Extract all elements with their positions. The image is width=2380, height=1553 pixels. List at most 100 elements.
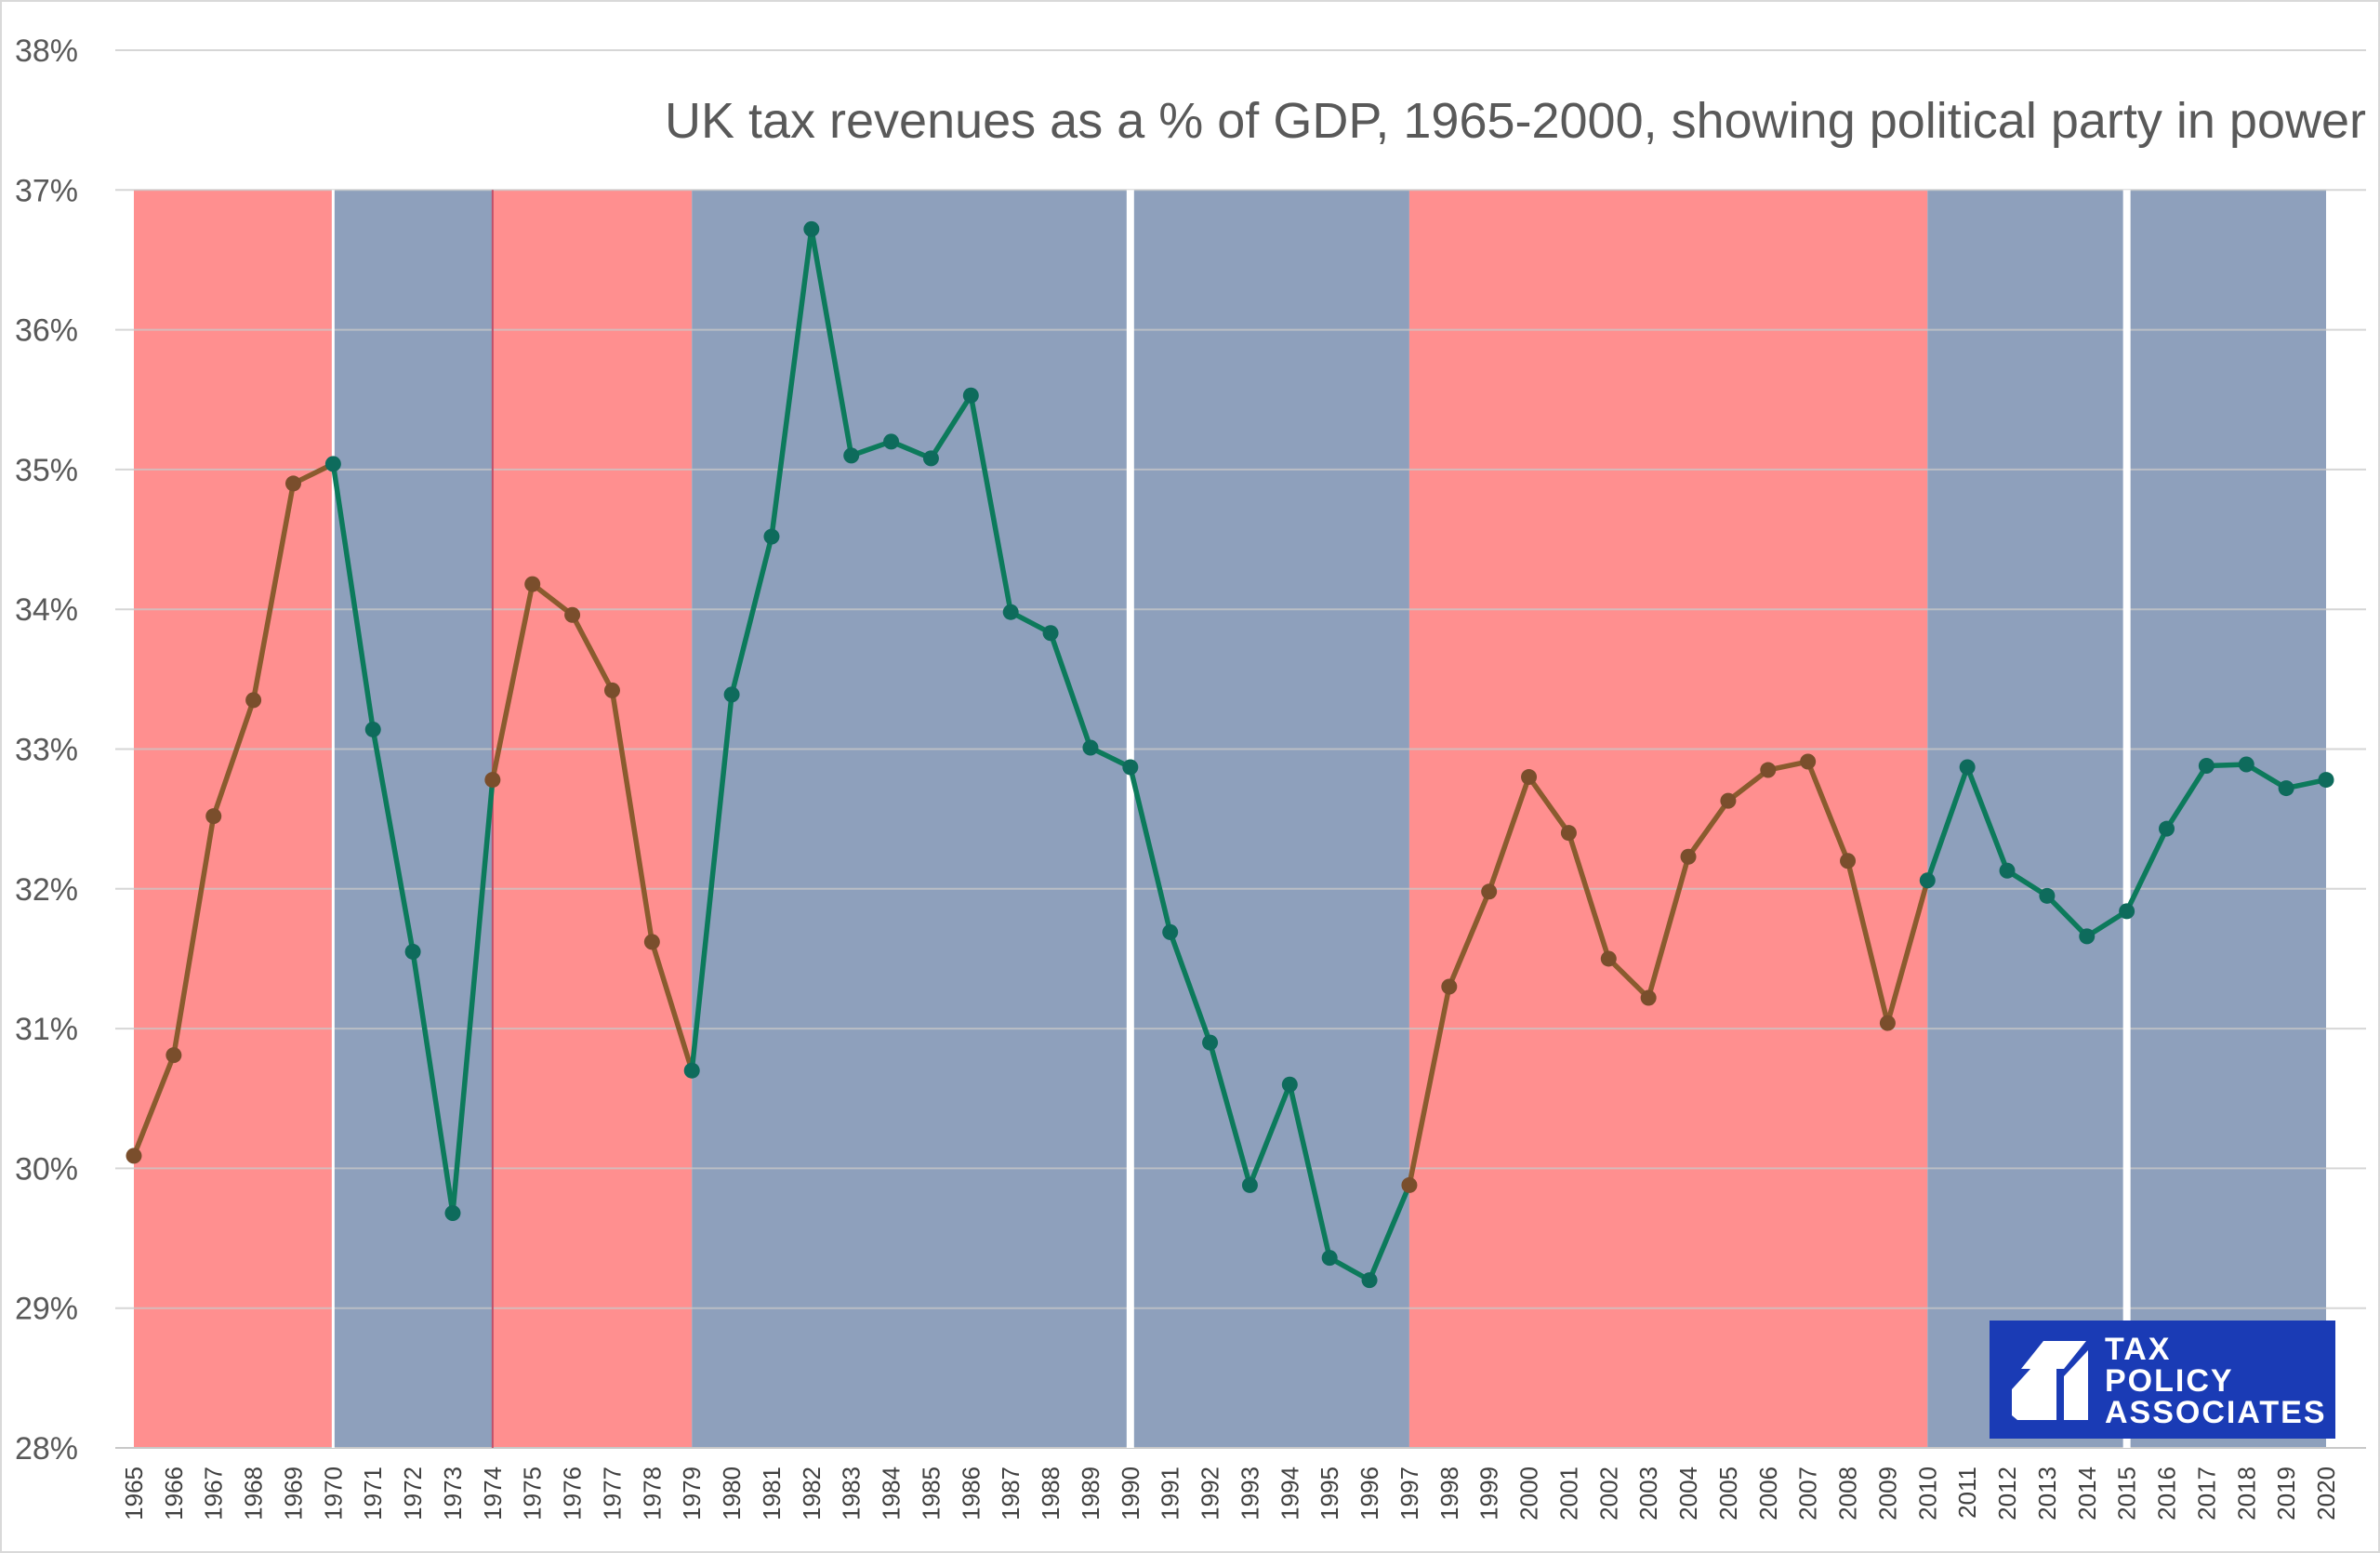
x-tick-label: 1996 (1355, 1467, 1383, 1520)
x-tick-label: 1970 (319, 1467, 347, 1520)
data-point (803, 220, 820, 237)
series-segment (769, 226, 814, 539)
series-segment (1964, 764, 2010, 874)
series-segment (410, 949, 456, 1216)
x-tick-label: 1991 (1157, 1467, 1184, 1520)
data-point (1560, 825, 1577, 842)
data-point (404, 943, 421, 960)
data-point (1600, 950, 1617, 967)
x-tick-label: 2009 (1873, 1467, 1901, 1520)
data-point (324, 456, 341, 472)
series-segment (569, 612, 615, 694)
logo-line-policy: POLICY (2105, 1363, 2234, 1399)
x-tick-label: 1999 (1475, 1467, 1503, 1520)
x-tick-label: 2003 (1634, 1467, 1662, 1520)
y-tick-label: 29% (15, 1292, 78, 1327)
series-segment (1686, 798, 1731, 859)
y-tick-label: 33% (15, 733, 78, 768)
x-tick-label: 1984 (878, 1467, 906, 1520)
x-tick-label: 1974 (479, 1467, 507, 1520)
data-point (444, 1204, 461, 1221)
series-segment (1048, 630, 1093, 750)
series-segment (370, 726, 416, 955)
x-tick-label: 1980 (718, 1467, 746, 1520)
data-point (2238, 756, 2254, 773)
series-segment (1805, 759, 1851, 864)
data-point (962, 387, 979, 404)
logo-line-associates: ASSOCIATES (2105, 1395, 2327, 1430)
party-band-labour (1408, 190, 1928, 1448)
series-segment (2163, 763, 2210, 831)
y-tick-label: 38% (15, 33, 78, 69)
data-point (1959, 759, 1976, 776)
data-point (1321, 1250, 1338, 1267)
series-segment (1247, 1082, 1293, 1188)
data-point (1840, 853, 1857, 869)
x-tick-label: 1976 (559, 1467, 587, 1520)
x-tick-label: 2008 (1834, 1467, 1862, 1520)
series-segment (2044, 893, 2090, 939)
x-tick-label: 1977 (598, 1467, 626, 1520)
x-tick-label: 2010 (1913, 1467, 1941, 1520)
series-segment (1367, 1182, 1412, 1283)
data-point (1720, 792, 1737, 809)
x-tick-label: 2011 (1953, 1467, 1981, 1519)
data-point (643, 934, 660, 950)
series-points (126, 220, 2334, 1289)
x-tick-label: 1990 (1117, 1467, 1144, 1520)
data-point (126, 1148, 142, 1164)
data-point (1002, 604, 1019, 620)
x-tick-label: 1992 (1197, 1467, 1224, 1520)
data-point (2318, 772, 2334, 789)
x-tick-label: 1967 (200, 1467, 228, 1520)
series-segment (210, 697, 257, 819)
x-tick-label: 1966 (160, 1467, 188, 1520)
data-point (2039, 887, 2056, 904)
data-point (484, 772, 501, 789)
series-segment (529, 581, 575, 617)
y-axis-ticks: 28% 29% 30% 31% 32% 33% 34% 35% 36% 37% 38% (15, 33, 78, 1467)
data-point (364, 721, 381, 737)
x-tick-label: 1995 (1316, 1467, 1343, 1520)
data-point (1401, 1176, 1418, 1193)
series-segment (1884, 878, 1931, 1026)
x-tick-label: 1998 (1435, 1467, 1463, 1520)
data-point (1361, 1272, 1378, 1289)
data-point (1481, 883, 1498, 900)
x-tick-label: 2020 (2312, 1467, 2340, 1520)
x-tick-label: 2006 (1754, 1467, 1782, 1520)
x-tick-label: 2017 (2192, 1467, 2220, 1520)
data-point (1521, 769, 1538, 786)
x-tick-label: 1979 (678, 1467, 706, 1520)
logo-mark-icon (2012, 1341, 2088, 1420)
data-point (2159, 820, 2175, 837)
data-point (922, 450, 939, 467)
series-segment (1287, 1082, 1332, 1261)
data-point (1122, 759, 1139, 776)
series-segment (250, 481, 297, 703)
data-point (1879, 1015, 1896, 1031)
data-point (2119, 903, 2135, 920)
data-point (683, 1062, 700, 1079)
logo-line-tax: TAX (2105, 1332, 2171, 1367)
data-point (1680, 848, 1697, 865)
chart-title: UK tax revenues as a % of GDP, 1965-2000… (665, 93, 2366, 149)
data-point (1241, 1176, 1258, 1193)
tax-policy-associates-logo: TAX POLICY ASSOCIATES (1990, 1321, 2335, 1439)
data-point (1202, 1034, 1219, 1051)
x-tick-label: 2018 (2232, 1467, 2260, 1520)
x-tick-label: 2015 (2113, 1467, 2141, 1520)
series-segment (1726, 767, 1771, 803)
series-segment (809, 226, 854, 458)
series-segment (968, 392, 1013, 615)
x-tick-label: 1983 (838, 1467, 866, 1520)
series-segment (1167, 929, 1213, 1045)
y-tick-label: 32% (15, 872, 78, 908)
x-tick-label: 1985 (917, 1467, 945, 1520)
x-tick-label: 1988 (1037, 1467, 1064, 1520)
data-point (564, 606, 581, 623)
series-segment (928, 392, 974, 461)
x-tick-label: 1994 (1276, 1467, 1303, 1520)
series-segment (490, 581, 536, 783)
